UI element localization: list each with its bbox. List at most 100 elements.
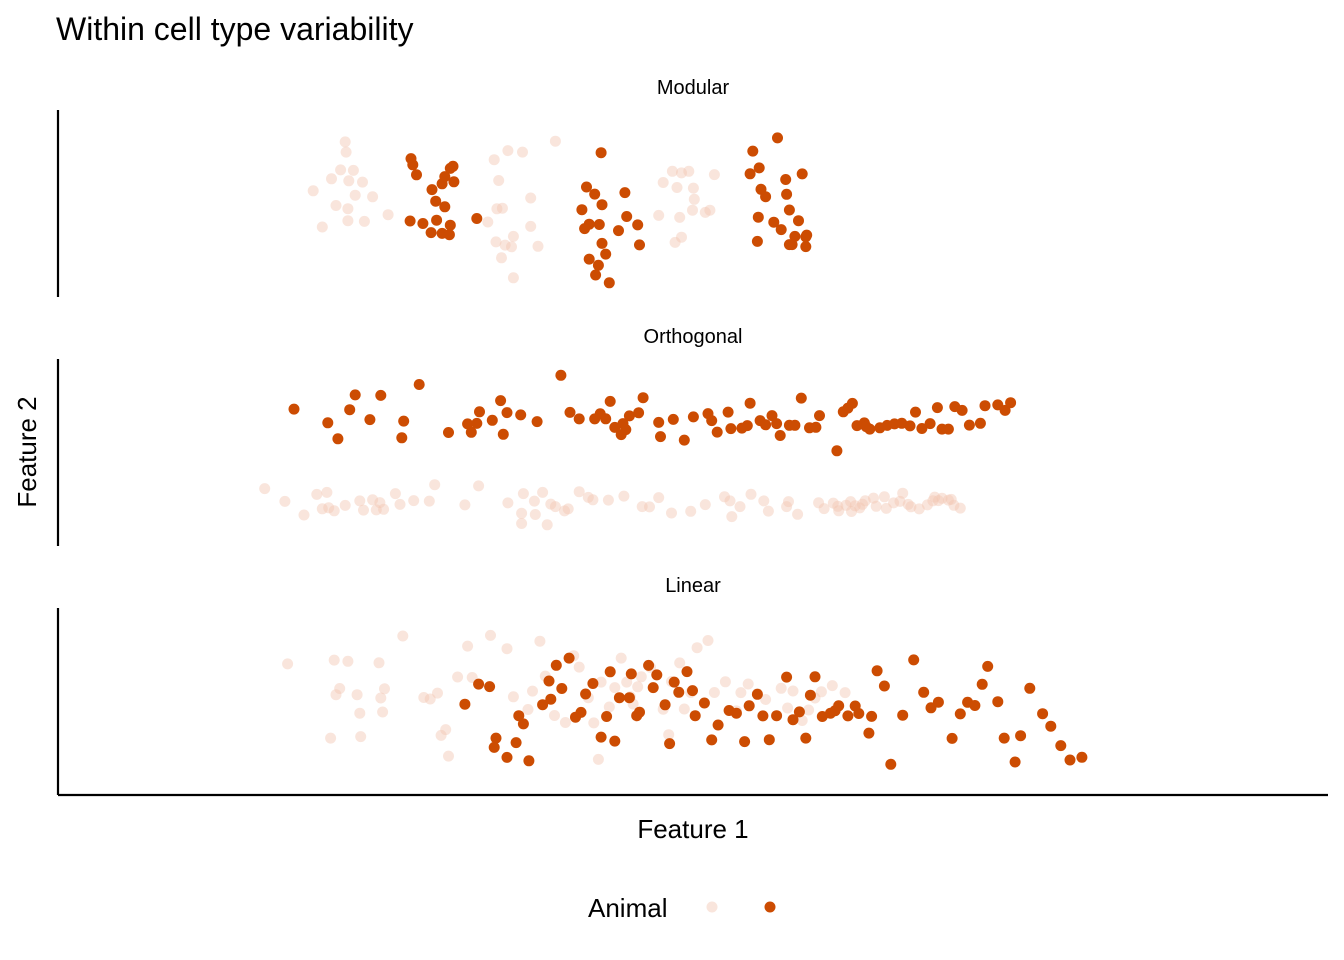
data-point: [815, 686, 827, 698]
data-point: [1037, 708, 1049, 720]
data-point: [506, 241, 517, 253]
data-point: [826, 680, 838, 692]
data-point: [948, 499, 960, 511]
data-point: [653, 209, 665, 221]
data-point: [719, 491, 730, 503]
data-point: [473, 678, 485, 690]
data-point: [370, 504, 382, 516]
data-point: [866, 710, 878, 722]
data-point: [490, 236, 502, 248]
data-point: [364, 414, 376, 426]
data-point: [760, 694, 772, 705]
data-point: [1009, 756, 1021, 768]
data-point: [832, 500, 844, 512]
data-point: [556, 683, 568, 694]
data-point: [888, 497, 900, 509]
data-point: [459, 499, 471, 511]
data-point: [307, 185, 319, 197]
data-point: [633, 407, 645, 419]
data-point: [573, 413, 585, 425]
data-point: [484, 681, 496, 693]
data-point: [444, 219, 456, 231]
data-point: [800, 241, 812, 253]
data-point: [311, 488, 323, 500]
data-point: [846, 506, 857, 517]
data-point: [651, 669, 663, 681]
data-point: [1015, 730, 1027, 742]
data-point: [783, 496, 794, 508]
data-point: [471, 213, 483, 224]
data-point: [555, 369, 567, 381]
data-point: [854, 502, 866, 514]
data-point: [839, 687, 851, 699]
data-point: [443, 427, 454, 438]
x-axis-label: Feature 1: [637, 814, 748, 844]
data-point: [678, 434, 690, 446]
data-point: [946, 732, 958, 744]
data-point: [783, 204, 795, 216]
data-point: [375, 692, 387, 704]
data-point: [743, 700, 755, 712]
data-point: [868, 492, 879, 504]
data-point: [1005, 397, 1017, 409]
data-point: [349, 389, 361, 401]
data-point: [502, 145, 514, 157]
panel-label-modular: Modular: [657, 77, 730, 99]
data-point: [573, 661, 585, 673]
data-point: [689, 710, 701, 722]
data-point: [878, 680, 890, 692]
data-point: [501, 643, 513, 655]
data-point: [676, 231, 687, 243]
data-point: [870, 500, 882, 512]
data-point: [637, 392, 649, 404]
data-point: [394, 498, 406, 510]
data-point: [1076, 751, 1088, 763]
data-point: [621, 676, 633, 688]
data-point: [669, 236, 681, 248]
data-point: [507, 272, 519, 284]
data-point: [643, 659, 655, 671]
data-point: [377, 706, 389, 718]
data-point: [590, 269, 602, 281]
data-point: [375, 389, 387, 401]
data-point: [298, 509, 310, 521]
data-point: [496, 252, 507, 264]
data-point: [687, 685, 698, 697]
legend-key-animal-1: [706, 901, 718, 913]
data-point: [527, 685, 538, 697]
facet-panels: Modular Orthogonal Linear: [56, 77, 1088, 795]
data-point: [473, 480, 485, 492]
data-point: [515, 409, 527, 421]
data-point: [516, 518, 528, 529]
data-point: [871, 665, 883, 677]
data-point: [532, 240, 544, 252]
data-point: [685, 505, 697, 517]
data-point: [510, 737, 522, 749]
data-point: [781, 671, 793, 683]
data-point: [559, 717, 571, 728]
data-point: [810, 421, 822, 433]
data-point: [576, 204, 588, 216]
data-point: [735, 687, 747, 699]
data-point: [885, 758, 897, 770]
data-point: [800, 231, 812, 243]
data-point: [342, 655, 354, 667]
data-point: [998, 732, 1010, 744]
data-point: [316, 221, 328, 233]
data-point: [763, 734, 775, 746]
data-point: [853, 708, 865, 719]
data-point: [711, 426, 723, 438]
data-point: [904, 420, 916, 432]
data-point: [894, 495, 906, 507]
data-point: [908, 654, 920, 666]
data-point: [708, 169, 720, 181]
data-point: [358, 504, 369, 516]
data-point: [619, 187, 631, 199]
data-point: [357, 176, 368, 188]
data-point: [613, 692, 625, 704]
data-point: [354, 707, 366, 719]
data-point: [691, 642, 703, 654]
data-point: [596, 237, 608, 249]
data-point: [712, 719, 724, 731]
